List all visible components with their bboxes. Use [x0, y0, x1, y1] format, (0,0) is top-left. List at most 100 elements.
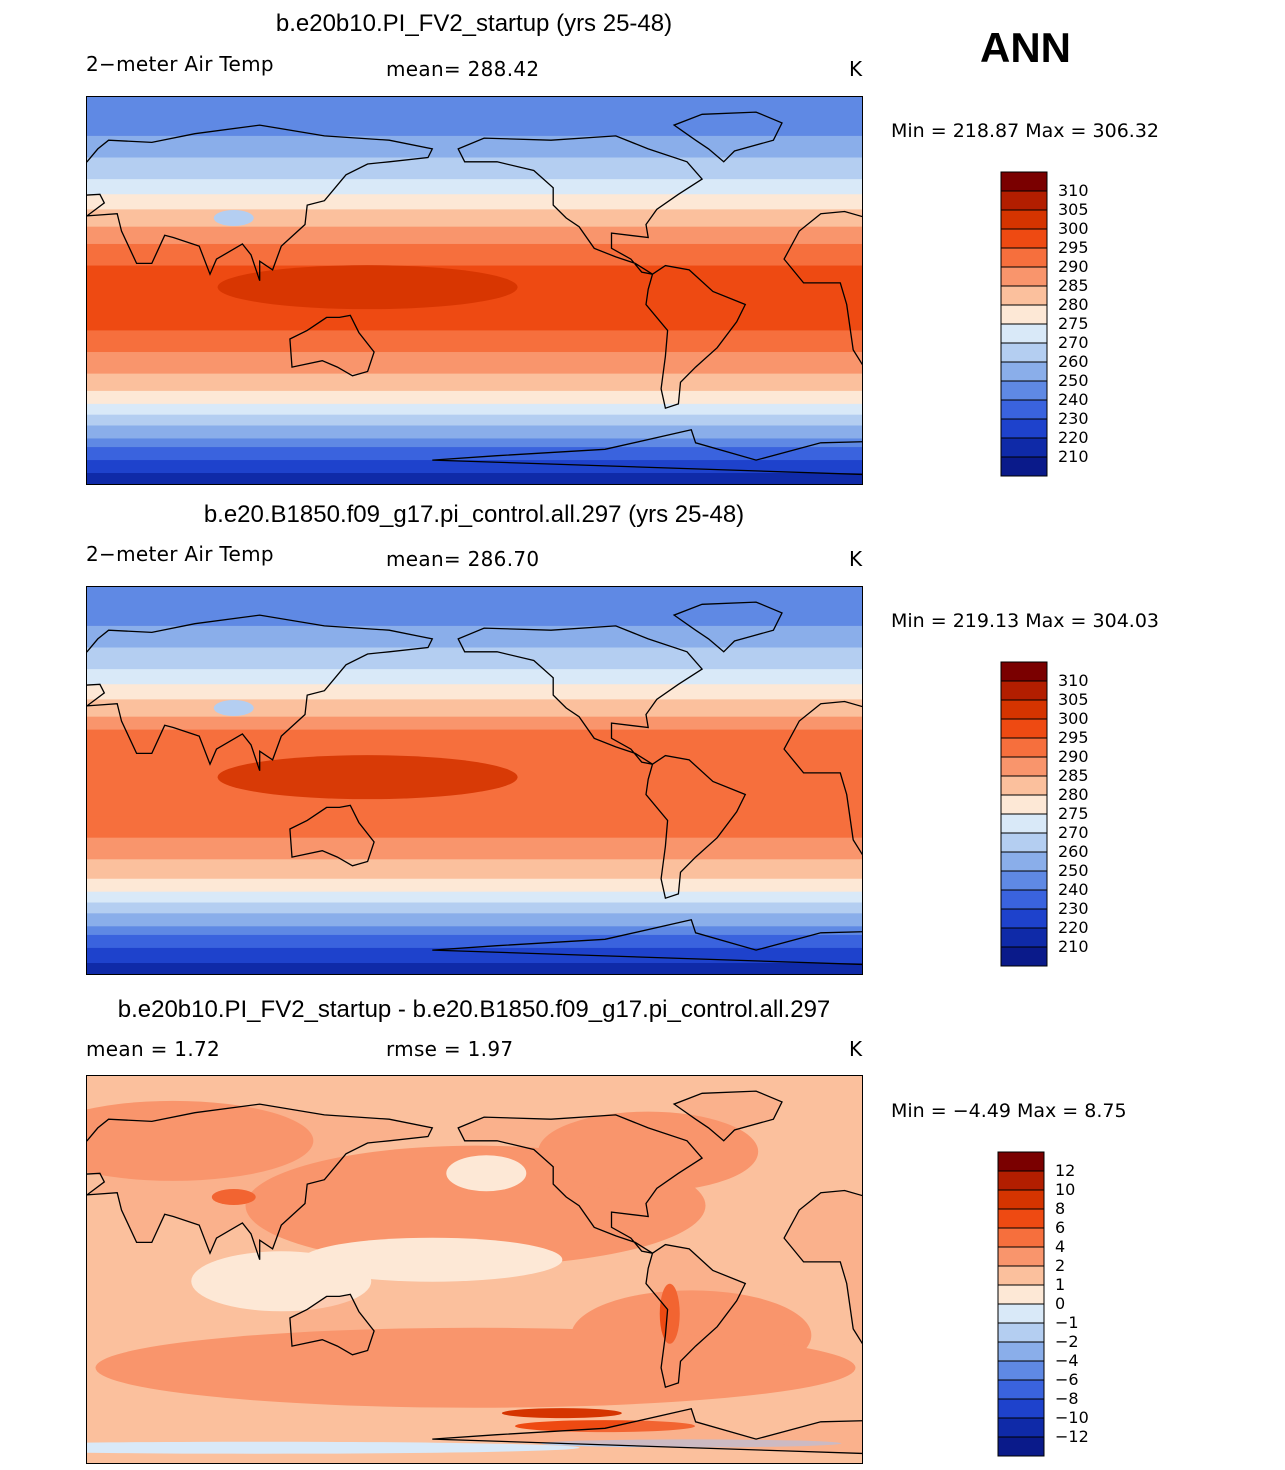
colorbar-swatch	[1000, 813, 1048, 834]
colorbar-tick-label: 4	[1055, 1237, 1066, 1256]
contour-band	[87, 179, 862, 196]
panel-3-units-label: K	[849, 1037, 863, 1061]
colorbar-tick-label: 285	[1058, 766, 1089, 785]
colorbar-tick-label: 8	[1055, 1199, 1066, 1218]
contour-band	[87, 934, 862, 949]
colorbar-tick-label: −2	[1055, 1332, 1079, 1351]
colorbar-tick-label: −1	[1055, 1313, 1079, 1332]
colorbar-swatch	[1000, 680, 1048, 701]
contour-region	[659, 1283, 680, 1344]
colorbar-swatch	[1000, 889, 1048, 910]
coastline-australia	[289, 804, 375, 867]
contour-band	[87, 243, 862, 267]
contour-region	[538, 1111, 759, 1192]
panel-2-minmax: Min = 219.13 Max = 304.03	[891, 610, 1159, 632]
colorbar-tick-label: 240	[1058, 390, 1089, 409]
coastline-greenland	[672, 111, 783, 163]
contour-band	[87, 438, 862, 449]
colorbar-tick-label: 260	[1058, 842, 1089, 861]
colorbar-tick-label: 270	[1058, 333, 1089, 352]
contour-band	[87, 352, 862, 375]
colorbar-tick-label: −10	[1055, 1408, 1089, 1427]
panel-3-rmse-label: rmse = 1.97	[386, 1037, 514, 1061]
colorbar-swatch	[1000, 380, 1048, 401]
contour-band	[87, 625, 862, 649]
contour-band	[87, 913, 862, 928]
coastline-greenland	[672, 601, 783, 653]
colorbar-tick-label: 275	[1058, 314, 1089, 333]
colorbar-swatch	[1000, 247, 1048, 268]
colorbar-swatch	[1000, 323, 1048, 344]
colorbar-swatch	[997, 1322, 1045, 1343]
contour-region	[211, 1189, 256, 1206]
colorbar-tick-label: 220	[1058, 918, 1089, 937]
colorbar-tick-label: 310	[1058, 671, 1089, 690]
contour-band	[87, 878, 862, 893]
colorbar-swatch	[1000, 756, 1048, 777]
colorbar-swatch	[997, 1246, 1045, 1267]
contour-region	[87, 1441, 580, 1454]
panel-2-title: b.e20.B1850.f09_g17.pi_control.all.297 (…	[203, 501, 745, 528]
coastline-antarctica	[432, 919, 862, 966]
contour-band	[87, 669, 862, 686]
contour-region	[302, 1237, 563, 1282]
colorbar-swatch	[997, 1284, 1045, 1305]
colorbar-tick-label: −6	[1055, 1370, 1079, 1389]
colorbar-swatch	[1000, 285, 1048, 306]
colorbar-tick-label: 305	[1058, 200, 1089, 219]
panel-2-map	[86, 586, 863, 975]
colorbar-swatch	[1000, 437, 1048, 458]
colorbar-tick-label: 260	[1058, 352, 1089, 371]
contour-band	[87, 926, 862, 936]
contour-band	[87, 902, 862, 915]
contour-band	[87, 473, 862, 484]
colorbar-swatch	[1000, 794, 1048, 815]
coastline-eurasia	[87, 1103, 434, 1260]
panel-3-colorbar: 12 10 8 6 4 2 1 0 −1 −2 −4 −6 −8 −10 −12	[997, 1151, 1089, 1457]
colorbar-tick-label: 275	[1058, 804, 1089, 823]
contour-region	[515, 1420, 695, 1433]
contour-band	[87, 587, 862, 627]
panel-2-mean-label: mean= 286.70	[386, 547, 540, 571]
panel-1-title: b.e20b10.PI_FV2_startup (yrs 25-48)	[275, 10, 673, 37]
contour-band	[87, 403, 862, 416]
panel-1-variable-label: 2−meter Air Temp	[86, 52, 274, 76]
contour-band	[87, 373, 862, 392]
colorbar-tick-label: 300	[1058, 709, 1089, 728]
colorbar-swatch	[1000, 209, 1048, 230]
colorbar-tick-label: 10	[1055, 1180, 1076, 1199]
contour-band	[87, 194, 862, 211]
colorbar-swatch	[997, 1417, 1045, 1438]
colorbar-tick-label: 0	[1055, 1294, 1066, 1313]
colorbar-swatch	[1000, 171, 1048, 192]
colorbar-tick-label: 240	[1058, 880, 1089, 899]
colorbar-swatch	[1000, 228, 1048, 249]
colorbar-swatch	[1000, 399, 1048, 420]
panel-2-units-label: K	[849, 547, 863, 571]
contour-band	[87, 308, 862, 332]
panel-2-colorbar: 310 305 300 295 290 285 280 275 270 260 250 240 230 2…	[1000, 661, 1089, 967]
contour-band	[87, 647, 862, 671]
tibet-cold-contour	[213, 700, 254, 717]
contour-band	[87, 97, 862, 137]
contour-band	[87, 859, 862, 880]
colorbar-swatch	[1000, 775, 1048, 796]
colorbar-tick-label: 295	[1058, 728, 1089, 747]
colorbar-tick-label: 300	[1058, 219, 1089, 238]
contour-band	[87, 414, 862, 427]
contour-region	[446, 1155, 527, 1192]
coastline-greenland	[672, 1090, 783, 1142]
colorbar-swatch	[1000, 418, 1048, 439]
colorbar-tick-label: 12	[1055, 1161, 1076, 1180]
colorbar-tick-label: 230	[1058, 899, 1089, 918]
colorbar-tick-label: 280	[1058, 785, 1089, 804]
contour-band	[87, 716, 862, 731]
coastline-antarctica	[432, 429, 862, 476]
coastline-namerica	[457, 625, 704, 765]
colorbar-tick-label: 280	[1058, 295, 1089, 314]
panel-3-title: b.e20b10.PI_FV2_startup - b.e20.B1850.f0…	[117, 996, 831, 1023]
contour-band	[87, 963, 862, 974]
panel-1-mean-label: mean= 288.42	[386, 57, 540, 81]
contour-band	[87, 947, 862, 965]
colorbar-tick-label: 295	[1058, 238, 1089, 257]
